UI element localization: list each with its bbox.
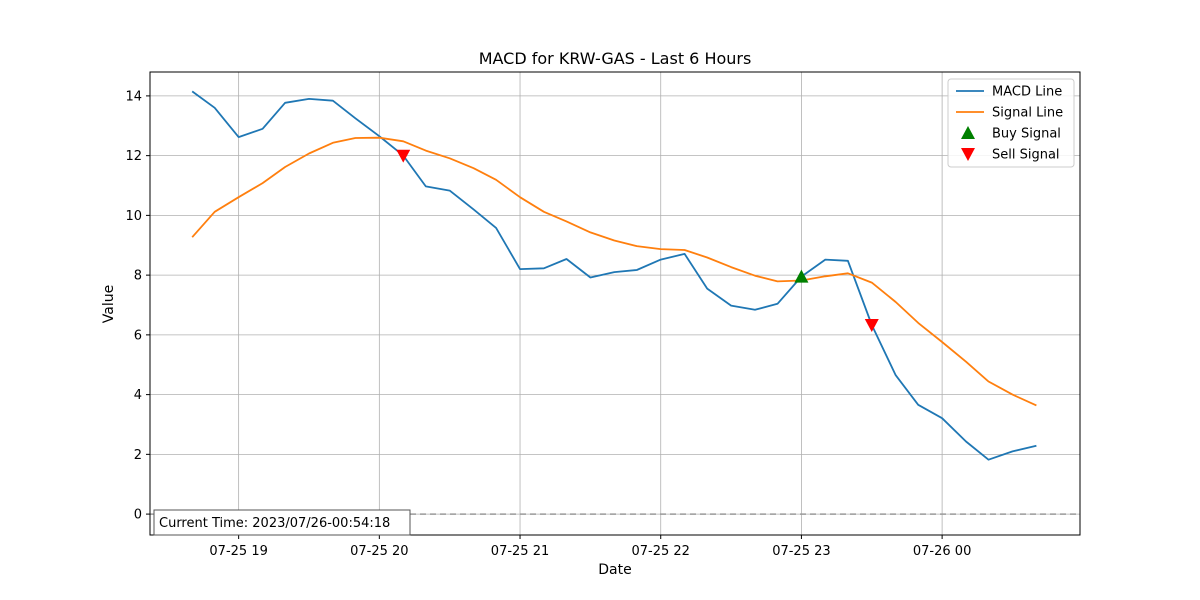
y-tick-label: 2 xyxy=(134,448,142,463)
x-axis-label: Date xyxy=(598,562,631,578)
current-time-text: Current Time: 2023/07/26-00:54:18 xyxy=(159,516,390,531)
y-tick-label: 6 xyxy=(134,328,142,343)
x-tick-label: 07-25 19 xyxy=(209,544,267,559)
legend-frame xyxy=(947,78,1075,168)
chart-title: MACD for KRW-GAS - Last 6 Hours xyxy=(479,49,752,68)
x-tick-label: 07-25 22 xyxy=(631,544,689,559)
legend-label: Sell Signal xyxy=(992,148,1060,163)
legend-swatch xyxy=(961,126,975,139)
y-axis-label: Value xyxy=(101,285,117,323)
x-tick-label: 07-25 20 xyxy=(350,544,408,559)
annotation-frame xyxy=(153,509,411,536)
y-tick-label: 14 xyxy=(125,89,142,104)
legend-label: Buy Signal xyxy=(992,127,1061,142)
y-tick-label: 10 xyxy=(125,209,142,224)
buy-signal-marker xyxy=(794,269,809,283)
y-tick-label: 4 xyxy=(134,388,142,403)
series-layer xyxy=(191,90,1037,461)
signal-line-series xyxy=(191,136,1037,407)
y-tick-label: 12 xyxy=(125,149,142,164)
macd-line-series xyxy=(191,90,1037,461)
y-tick-label: 0 xyxy=(134,508,142,523)
x-tick-label: 07-25 21 xyxy=(491,544,549,559)
plot-frame xyxy=(149,71,1081,536)
ticks: 07-25 19 07-25 20 07-25 21 07-25 22 07-25 23… xyxy=(125,89,971,559)
legend-swatch xyxy=(961,148,975,161)
x-tick-label: 07-25 23 xyxy=(772,544,830,559)
sell-signal-marker xyxy=(396,149,411,163)
annotation-box: Current Time: 2023/07/26-00:54:18 xyxy=(153,509,411,536)
legend: MACD Line Signal Line Buy Signal Sell Signa… xyxy=(947,78,1075,168)
sell-signal-marker xyxy=(864,319,879,333)
legend-label: MACD Line xyxy=(992,85,1062,100)
legend-label: Signal Line xyxy=(992,106,1063,121)
y-tick-label: 8 xyxy=(134,269,142,284)
x-tick-label: 07-26 00 xyxy=(913,544,971,559)
